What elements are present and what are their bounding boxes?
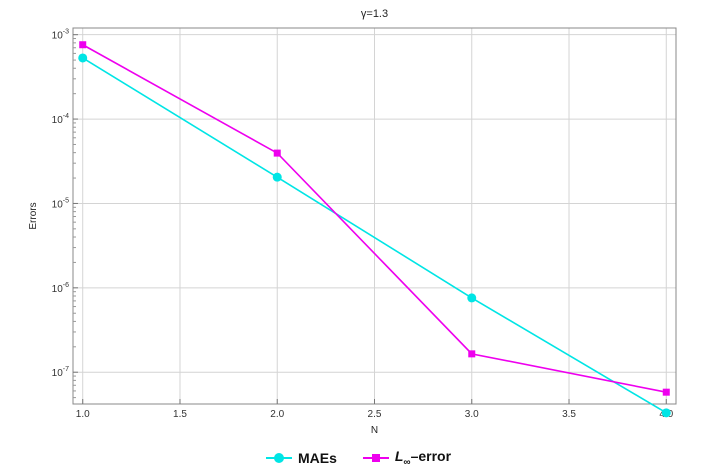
y-tick-base: 10 <box>52 199 64 210</box>
circle-marker-icon <box>273 453 284 463</box>
y-tick-base: 10 <box>52 284 64 295</box>
linf-error-point <box>79 41 87 49</box>
x-tick-label: 1.0 <box>76 409 90 420</box>
legend-item-maes: MAEs <box>265 450 337 466</box>
x-tick-label: 1.5 <box>173 409 187 420</box>
maes-point <box>78 53 88 63</box>
axis-ticks: 1.01.52.02.53.03.54.010-310-410-510-610-… <box>52 29 674 420</box>
linf-error-point <box>468 350 476 358</box>
series-line-maes <box>82 57 667 414</box>
linf-error-point <box>273 149 281 157</box>
y-tick-label: 10-5 <box>52 197 69 210</box>
y-tick-exponent: -5 <box>63 197 69 204</box>
x-tick-label: 3.5 <box>562 409 576 420</box>
y-tick-exponent: -6 <box>63 282 69 289</box>
y-tick-base: 10 <box>52 368 64 379</box>
legend: MAEs L∞–error <box>0 446 717 470</box>
y-tick-exponent: -7 <box>63 366 69 373</box>
series-layer <box>78 41 671 418</box>
chart-canvas: 1.01.52.02.53.03.54.010-310-410-510-610-… <box>28 8 677 436</box>
y-tick-label: 10-4 <box>52 113 69 126</box>
y-axis-title: Errors <box>28 202 39 229</box>
legend-swatch-linf-error <box>362 452 389 464</box>
x-axis-title: N <box>371 425 378 436</box>
linf-error-point <box>662 388 670 396</box>
y-tick-exponent: -3 <box>63 29 69 36</box>
y-tick-label: 10-3 <box>52 29 69 42</box>
grid <box>73 28 676 404</box>
legend-label-maes: MAEs <box>297 450 337 466</box>
x-tick-label: 2.0 <box>270 409 284 420</box>
y-tick-exponent: -4 <box>63 113 69 120</box>
series-line-linf-error <box>82 44 667 393</box>
legend-label-linf-main: L <box>394 448 404 465</box>
y-tick-base: 10 <box>52 115 64 126</box>
x-tick-label: 3.0 <box>465 409 479 420</box>
legend-label-linf-sub: ∞ <box>403 456 411 468</box>
legend-label-linf-error: L∞–error <box>395 448 451 468</box>
legend-swatch-maes <box>265 452 292 464</box>
maes-point <box>661 408 671 418</box>
legend-label-linf-rest: –error <box>410 448 452 465</box>
y-tick-label: 10-7 <box>52 366 69 379</box>
legend-item-linf-error: L∞–error <box>362 448 451 468</box>
x-tick-label: 2.5 <box>368 409 382 420</box>
y-tick-base: 10 <box>52 31 64 42</box>
chart-title: γ=1.3 <box>361 8 388 20</box>
square-marker-icon <box>371 453 380 462</box>
maes-point <box>467 293 477 303</box>
y-tick-label: 10-6 <box>52 282 69 295</box>
maes-point <box>272 172 282 182</box>
